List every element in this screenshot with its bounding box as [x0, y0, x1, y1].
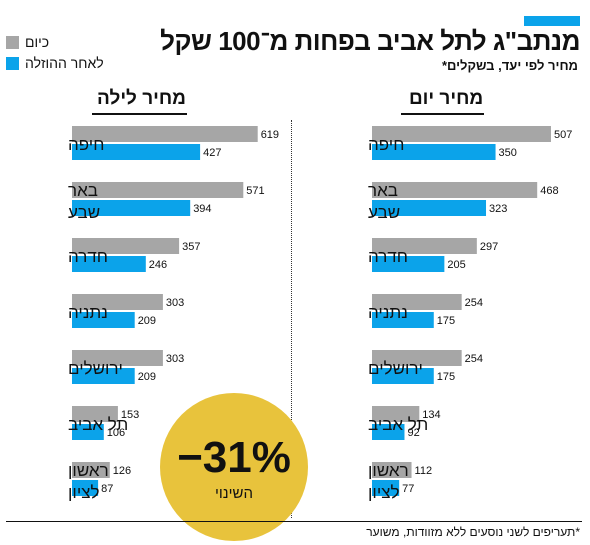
category-label-day: ירושלים	[368, 359, 423, 378]
bar-after-day	[372, 480, 400, 496]
data-label-after-day: 323	[489, 203, 507, 215]
bar-current-day	[372, 294, 462, 310]
bar-after-night	[72, 368, 135, 384]
data-label-current-day: 254	[465, 297, 483, 309]
category-label-day: תל אביב	[368, 415, 428, 434]
bar-after-day	[372, 368, 434, 384]
bar-after-night	[72, 200, 191, 216]
data-label-after-night: 87	[101, 483, 113, 495]
category-label-day: באר	[368, 181, 398, 200]
data-label-current-day: 468	[540, 185, 558, 197]
bar-current-day	[372, 126, 551, 142]
bar-current-day	[372, 406, 420, 422]
data-label-after-night: 209	[138, 371, 156, 383]
data-label-current-day: 254	[465, 353, 483, 365]
data-label-current-night: 571	[246, 185, 264, 197]
bar-after-night	[72, 312, 135, 328]
category-label-night: תל אביב	[68, 415, 128, 434]
data-label-after-day: 92	[407, 427, 419, 439]
bar-after-day	[372, 424, 405, 440]
data-label-current-night: 153	[121, 409, 139, 421]
data-label-after-day: 350	[499, 147, 517, 159]
bar-after-day	[372, 144, 496, 160]
bar-current-day	[372, 350, 462, 366]
data-label-current-day: 297	[480, 241, 498, 253]
data-label-after-day: 205	[447, 259, 465, 271]
data-label-after-night: 106	[107, 427, 125, 439]
bar-after-night	[72, 480, 99, 496]
bar-after-night	[72, 144, 201, 160]
legend-swatch-current	[6, 35, 19, 49]
legend-item-current: כיום	[6, 34, 49, 50]
data-label-current-night: 357	[182, 241, 200, 253]
data-label-current-day: 134	[422, 409, 440, 421]
change-badge-caption: השינוי	[215, 485, 253, 502]
change-badge: −31% השינוי	[160, 393, 308, 541]
bar-after-night	[72, 424, 104, 440]
category-label-night: באר	[68, 181, 98, 200]
category-label-night: חדרה	[68, 247, 108, 266]
data-label-after-night: 246	[149, 259, 167, 271]
bar-after-day	[372, 200, 487, 216]
legend-item-after: לאחר ההוזלה	[6, 55, 104, 71]
data-label-current-night: 303	[166, 297, 184, 309]
data-label-current-night: 303	[166, 353, 184, 365]
panel-divider	[291, 120, 292, 518]
category-label-day: שבע	[368, 203, 400, 222]
chart-subtitle: מחיר לפי יעד, בשקלים*	[441, 58, 578, 73]
data-label-current-night: 619	[261, 129, 279, 141]
bar-current-day	[372, 462, 412, 478]
category-label-day: חיפה	[368, 135, 404, 154]
data-label-current-day: 507	[554, 129, 572, 141]
data-label-current-day: 112	[415, 465, 433, 477]
category-label-night: שבע	[68, 203, 100, 222]
panel-title-underline-day	[401, 113, 484, 115]
data-label-after-night: 394	[193, 203, 211, 215]
legend-swatch-after	[6, 56, 19, 70]
category-label-day: ראשון	[368, 461, 409, 480]
panel-title-night: מחיר לילה	[97, 88, 186, 109]
data-label-after-day: 77	[402, 483, 414, 495]
category-label-night: ירושלים	[68, 359, 123, 378]
bar-current-night	[72, 406, 118, 422]
bottom-rule	[6, 521, 582, 522]
category-label-night: לציון	[68, 483, 100, 502]
data-label-after-day: 175	[437, 371, 455, 383]
bar-current-day	[372, 238, 477, 254]
bar-current-night	[72, 126, 258, 142]
category-label-day: לציון	[368, 483, 400, 502]
bar-current-day	[372, 182, 538, 198]
category-label-day: חדרה	[368, 247, 408, 266]
category-label-night: חיפה	[68, 135, 104, 154]
panel-title-day: מחיר יום	[409, 88, 484, 109]
change-badge-value: −31%	[177, 433, 291, 482]
category-label-night: ראשון	[68, 461, 109, 480]
footnote: *תעריפים לשני נוסעים ללא מזוודות, משוער	[366, 525, 580, 539]
accent-bar	[524, 16, 580, 26]
bar-current-night	[72, 294, 163, 310]
category-label-night: נתניה	[68, 303, 108, 322]
bar-current-night	[72, 182, 244, 198]
bar-current-night	[72, 238, 180, 254]
bar-after-night	[72, 256, 146, 272]
bar-after-day	[372, 312, 434, 328]
chart-title: מנתב"ג לתל אביב בפחות מ־100 שקל	[160, 26, 580, 56]
data-label-current-night: 126	[113, 465, 131, 477]
bar-current-night	[72, 462, 110, 478]
panel-title-underline-night	[92, 113, 187, 115]
data-label-after-night: 209	[138, 315, 156, 327]
bar-current-night	[72, 350, 163, 366]
legend-label-current: כיום	[25, 34, 50, 50]
bar-after-day	[372, 256, 445, 272]
data-label-after-night: 427	[203, 147, 221, 159]
data-label-after-day: 175	[437, 315, 455, 327]
category-label-day: נתניה	[368, 303, 408, 322]
legend-label-after: לאחר ההוזלה	[25, 55, 104, 71]
